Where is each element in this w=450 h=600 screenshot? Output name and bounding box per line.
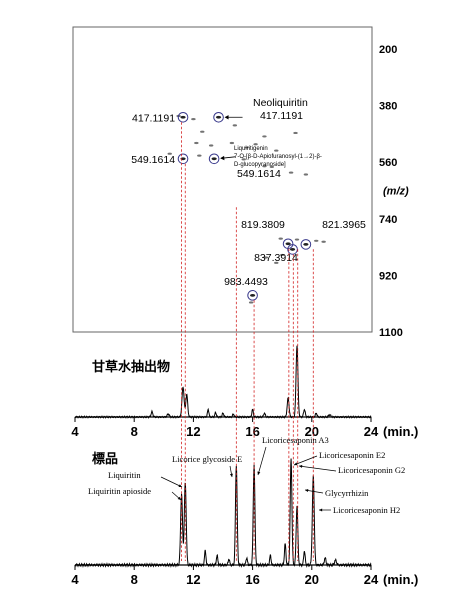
map-spot bbox=[269, 165, 275, 169]
peak-annotation-6: Glycyrrhizin bbox=[325, 488, 369, 498]
sample-tick-label-20: 20 bbox=[305, 424, 319, 439]
map-spot bbox=[241, 158, 246, 161]
standard-tick-label-20: 20 bbox=[305, 572, 319, 587]
compound-circle-0 bbox=[177, 111, 189, 123]
compound-spot-0 bbox=[180, 115, 186, 119]
sample-tick-label-24: 24 bbox=[364, 424, 379, 439]
mz-tick-200: 200 bbox=[379, 44, 397, 56]
mz-tick-920: 920 bbox=[379, 270, 397, 282]
compound-circle-3 bbox=[208, 153, 220, 165]
standard-tick-label-4: 4 bbox=[71, 572, 79, 587]
peak-annotation-5: Licoricesaponin G2 bbox=[338, 465, 405, 475]
arrowhead-neoliquiritin bbox=[224, 115, 229, 120]
mz-tick-740: 740 bbox=[379, 214, 397, 226]
mz-axis-label: (m/z) bbox=[383, 186, 409, 198]
annotation-arrowhead-2 bbox=[229, 473, 233, 477]
map-spot bbox=[167, 152, 172, 155]
label-983: 983.4493 bbox=[224, 276, 268, 288]
label-819: 819.3809 bbox=[241, 219, 285, 231]
map-spot bbox=[274, 149, 279, 152]
compound-circle-5 bbox=[300, 239, 312, 250]
sample-title: 甘草水抽出物 bbox=[92, 359, 170, 375]
compound-spot-1 bbox=[215, 115, 222, 119]
map-spot bbox=[263, 256, 269, 259]
peak-annotation-0: Liquiritin apioside bbox=[88, 486, 151, 496]
standard-tick-label-8: 8 bbox=[131, 572, 138, 587]
map-spot bbox=[191, 118, 196, 121]
peak-annotation-7: Licoricesaponin H2 bbox=[333, 505, 400, 515]
label-neoliquiritin: Neoliquiritin bbox=[253, 97, 308, 109]
annotation-arrow-3 bbox=[257, 446, 267, 476]
sample-x-axis-label: (min.) bbox=[383, 424, 418, 439]
map-spot bbox=[293, 131, 298, 135]
sample-tick-label-12: 12 bbox=[186, 424, 200, 439]
map-spot bbox=[278, 237, 283, 240]
map-spot bbox=[248, 301, 254, 304]
map-spot bbox=[321, 240, 326, 243]
label-837: 837.3914 bbox=[254, 252, 298, 264]
map-spot bbox=[208, 144, 214, 147]
annotation-arrow-5 bbox=[298, 465, 337, 472]
label-liquiritigenin-1: Liquiritigenin bbox=[234, 146, 268, 152]
map-spot bbox=[314, 239, 319, 242]
map-spot bbox=[194, 141, 199, 145]
arrowhead-liquiritigenin bbox=[220, 155, 225, 161]
map-spot bbox=[253, 143, 258, 146]
annotation-arrowhead-0 bbox=[177, 496, 181, 500]
annotation-arrow-4 bbox=[293, 455, 318, 466]
label-liquiritigenin-3: D-glucopyranoside] bbox=[234, 162, 286, 168]
annotation-arrowhead-1 bbox=[178, 484, 182, 488]
peak-annotation-1: Liquiritin bbox=[108, 470, 141, 480]
peak-annotation-2: Licorice glycoside E bbox=[172, 454, 242, 464]
map-spot bbox=[197, 154, 202, 157]
sample-tick-label-8: 8 bbox=[131, 424, 138, 439]
compound-spot-3 bbox=[211, 157, 217, 161]
compound-circle-2 bbox=[177, 153, 189, 165]
standard-tick-label-12: 12 bbox=[186, 572, 200, 587]
sample-tick-label-16: 16 bbox=[245, 424, 259, 439]
mz-tick-380: 380 bbox=[379, 101, 397, 113]
mz-tick-560: 560 bbox=[379, 157, 397, 169]
map-spot bbox=[262, 135, 267, 138]
mz-tick-1100: 1100 bbox=[379, 327, 403, 339]
map-spot bbox=[232, 124, 238, 127]
label-417-left: 417.1191 bbox=[132, 112, 175, 124]
map-spot bbox=[280, 253, 285, 257]
compound-spot-7 bbox=[250, 293, 256, 297]
map-spot bbox=[262, 165, 267, 168]
annotation-arrowhead-4 bbox=[294, 462, 298, 466]
compound-spot-5 bbox=[303, 242, 309, 246]
annotation-arrowhead-5 bbox=[299, 464, 303, 468]
standard-x-axis-label: (min.) bbox=[383, 572, 418, 587]
sample-trace bbox=[74, 345, 372, 419]
label-neoliquiritin-mz: 417.1191 bbox=[260, 110, 303, 122]
annotation-arrowhead-3 bbox=[257, 471, 261, 475]
compound-spot-6 bbox=[289, 248, 296, 251]
peak-annotation-4: Licoricesaponin E2 bbox=[319, 450, 385, 460]
peak-annotation-3: Licoricesaponin A3 bbox=[262, 435, 329, 445]
map-frame bbox=[72, 26, 373, 333]
annotation-arrow-1 bbox=[160, 476, 183, 488]
label-821: 821.3965 bbox=[322, 219, 366, 231]
label-liquiritigenin-mz: 549.1614 bbox=[237, 168, 281, 180]
map-spot bbox=[274, 261, 279, 264]
standard-tick-label-16: 16 bbox=[245, 572, 259, 587]
map-spot bbox=[200, 130, 205, 133]
compound-circle-7 bbox=[247, 290, 258, 301]
compound-circle-1 bbox=[213, 111, 224, 123]
label-liquiritigenin-2: 7-O-[β-D-Apiofuranosyl-(1→2)-β- bbox=[234, 154, 322, 160]
sample-tick-label-4: 4 bbox=[71, 424, 79, 439]
map-spot bbox=[294, 238, 300, 241]
label-549-left: 549.1614 bbox=[131, 154, 175, 166]
annotation-arrowhead-6 bbox=[305, 489, 309, 493]
annotation-arrowhead-7 bbox=[319, 508, 323, 512]
map-spot bbox=[229, 141, 235, 145]
map-spot bbox=[288, 171, 294, 174]
standard-title: 標品 bbox=[92, 451, 118, 467]
map-spot bbox=[303, 173, 309, 176]
standard-tick-label-24: 24 bbox=[364, 572, 379, 587]
map-spot bbox=[244, 146, 249, 149]
compound-spot-4 bbox=[285, 242, 291, 246]
